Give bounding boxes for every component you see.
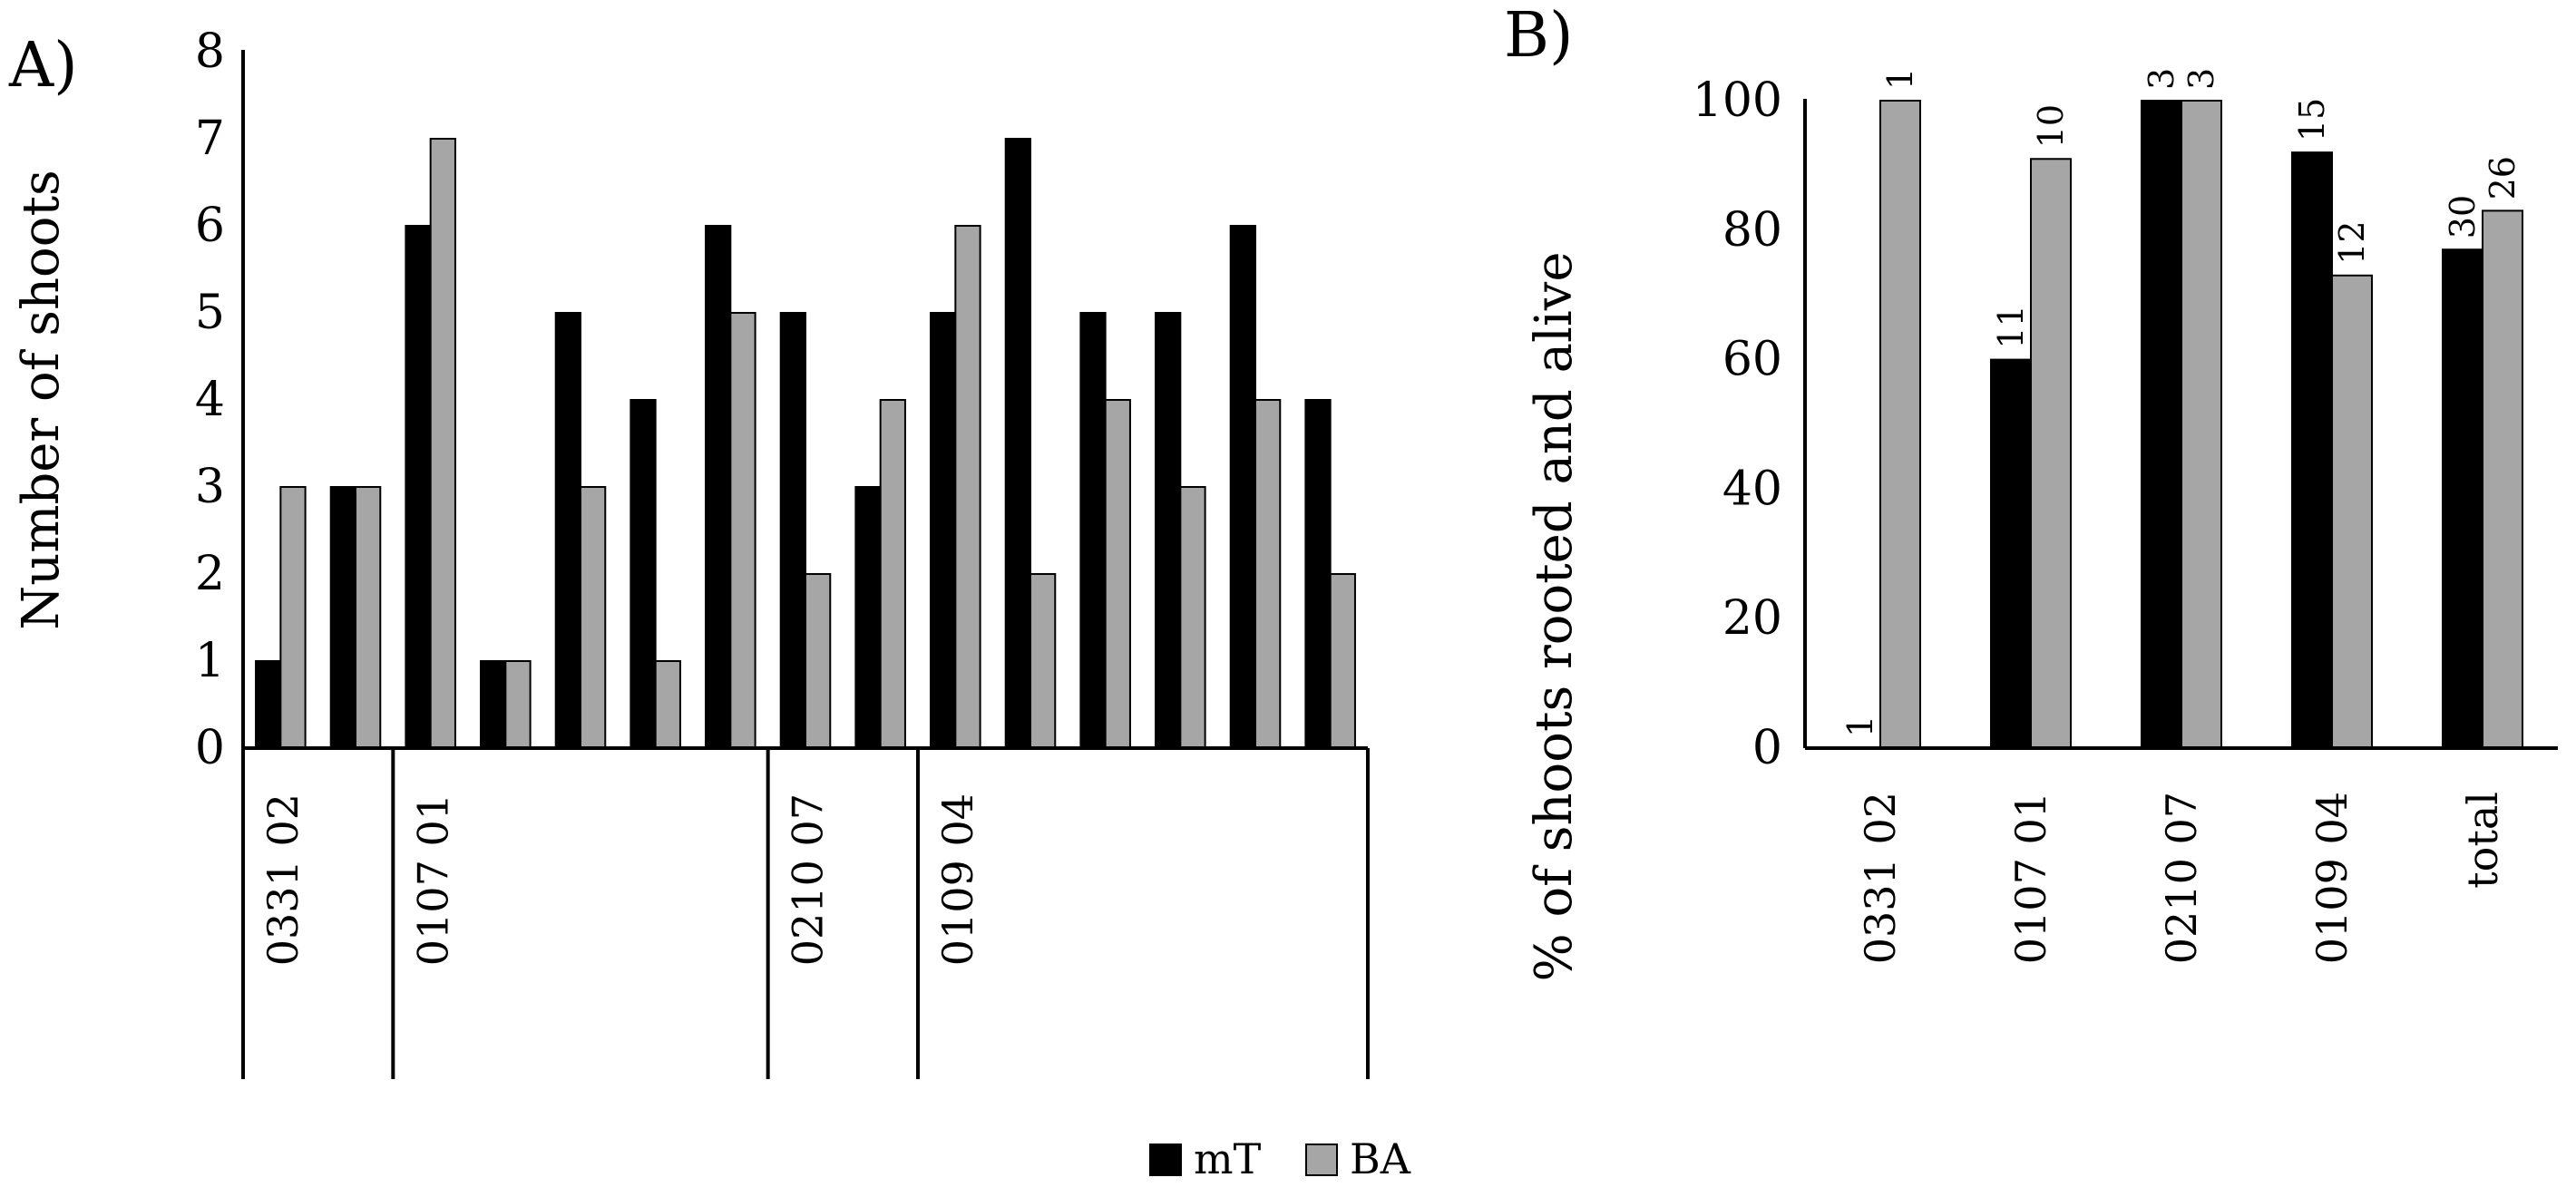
bar-mt [1229, 225, 1256, 749]
bar-ba [504, 660, 532, 749]
group-label: 0109 04 [933, 793, 982, 966]
bar-mt [1079, 312, 1107, 749]
bar-mt [2442, 248, 2483, 750]
bar-ba [954, 225, 981, 749]
y-tick-label: 80 [1722, 203, 1782, 258]
bar-mt [2141, 100, 2182, 749]
bar-mt [629, 399, 657, 749]
bar-ba [2331, 274, 2373, 749]
category-label: 0109 04 [2308, 792, 2356, 964]
bar-mt [1304, 399, 1332, 749]
bar-ba [879, 399, 906, 749]
legend-swatch-mt [1149, 1143, 1182, 1176]
bar-mt [930, 312, 957, 749]
bar-ba [2482, 209, 2523, 749]
bar-mt [255, 660, 282, 749]
data-label: 12 [2332, 220, 2372, 264]
data-label: 11 [1991, 305, 2031, 348]
y-axis-title: Number of shoots [12, 170, 71, 629]
bar-mt [1004, 138, 1031, 749]
bar-ba [1104, 399, 1131, 749]
group-label: 0210 07 [784, 793, 833, 966]
bar-mt [1155, 312, 1182, 749]
bar-mt [854, 486, 882, 749]
bar-mt [329, 486, 357, 749]
y-tick-label: 100 [1693, 73, 1782, 128]
bar-ba [2181, 100, 2222, 749]
y-tick-label: 6 [195, 199, 225, 253]
group-label: 0331 02 [259, 793, 307, 966]
legend: mT BA [1149, 1134, 1411, 1183]
y-tick-label: 3 [195, 460, 225, 514]
panel-label-a: A) [8, 30, 78, 102]
bar-ba [1879, 100, 1921, 749]
bar-ba [1029, 573, 1057, 749]
y-tick-label: 60 [1722, 333, 1782, 387]
bar-ba [654, 660, 681, 749]
y-tick-label: 0 [1752, 721, 1782, 775]
data-label: 1 [1840, 715, 1880, 737]
bar-mt [2291, 151, 2333, 749]
y-tick-label: 5 [195, 286, 225, 340]
bar-ba [1254, 399, 1282, 749]
bar-ba [1179, 486, 1206, 749]
chart-a: A) 0 1 2 3 4 5 6 7 8 Number of shoots 0331 02 0107 0… [8, 24, 1370, 1079]
bar-ba [279, 486, 307, 749]
data-label: 15 [2292, 98, 2332, 141]
category-label: 0210 07 [2157, 792, 2206, 964]
y-tick-label: 40 [1722, 462, 1782, 516]
legend-label: BA [1350, 1134, 1411, 1183]
legend-swatch-ba [1305, 1143, 1338, 1176]
y-tick-label: 0 [195, 721, 225, 775]
group-label: 0107 01 [408, 793, 457, 966]
legend-label: mT [1194, 1134, 1262, 1183]
chart-b: B) 0 20 40 60 80 100 % of shoots rooted and ali… [1504, 0, 2558, 982]
bar-ba [580, 486, 607, 749]
y-tick-label: 2 [195, 547, 225, 601]
bar-mt [405, 225, 432, 749]
category-label: 0331 02 [1856, 792, 1905, 964]
category-label: total [2458, 792, 2507, 889]
y-axis-title: % of shoots rooted and alive [1525, 251, 1584, 981]
bar-ba [729, 312, 756, 749]
bar-ba [355, 486, 382, 749]
y-tick-label: 4 [195, 373, 225, 427]
bar-ba [2030, 158, 2072, 749]
bar-ba [805, 573, 832, 749]
bar-mt [480, 660, 507, 749]
bar-ba [1329, 573, 1356, 749]
y-tick-label: 1 [195, 634, 225, 688]
y-tick-label: 20 [1722, 591, 1782, 646]
bar-ba [429, 138, 456, 749]
data-label: 10 [2031, 104, 2071, 148]
y-tick-label: 7 [195, 112, 225, 166]
y-tick-label: 8 [195, 24, 225, 79]
data-label: 30 [2443, 195, 2483, 238]
bar-mt [1990, 358, 2032, 749]
data-label: 26 [2483, 156, 2522, 200]
data-label: 3 [2142, 68, 2181, 90]
data-label: 3 [2181, 68, 2221, 90]
panel-label-b: B) [1504, 0, 1574, 72]
bar-mt [705, 225, 732, 749]
bar-mt [779, 312, 806, 749]
data-label: 1 [1880, 68, 1920, 90]
bar-mt [554, 312, 581, 749]
category-label: 0107 01 [2006, 792, 2055, 964]
